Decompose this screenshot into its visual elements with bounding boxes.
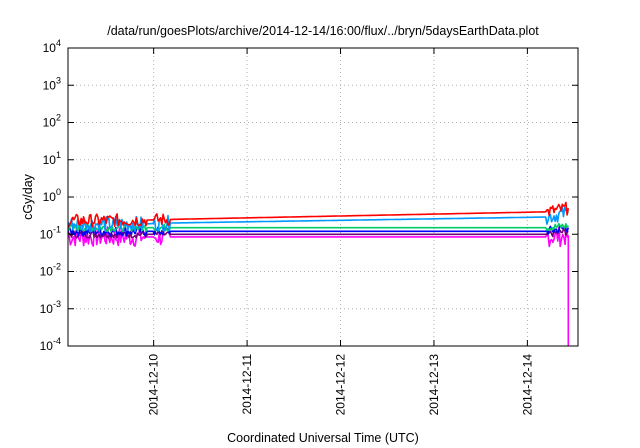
series-line-2 [68, 225, 570, 237]
x-axis: 2014-12-10 2014-12-11 2014-12-12 2014-12-13… [147, 48, 534, 416]
y-tick-label: 104 [43, 38, 61, 55]
x-tick-label: 2014-12-14 [520, 354, 534, 416]
grid [68, 48, 578, 346]
y-tick-label: 101 [43, 150, 61, 167]
y-tick-label: 103 [43, 75, 61, 92]
x-axis-label: Coordinated Universal Time (UTC) [227, 431, 419, 445]
x-tick-label: 2014-12-13 [427, 354, 441, 416]
series-line-0 [68, 225, 570, 346]
series-line-3 [68, 222, 569, 233]
y-axis: 104 103 102 101 100 10-1 10-2 10-3 10-4 [40, 38, 578, 353]
series-line-5 [68, 201, 570, 228]
y-axis-label: cGy/day [21, 173, 35, 220]
y-tick-label: 102 [43, 113, 61, 130]
y-tick-label: 10-1 [40, 224, 61, 241]
series-line-4 [68, 206, 570, 233]
x-tick-label: 2014-12-12 [334, 354, 348, 416]
series-layer [68, 201, 570, 346]
y-tick-label: 100 [43, 187, 61, 204]
y-tick-label: 10-3 [40, 299, 61, 316]
y-tick-label: 10-2 [40, 262, 61, 279]
x-tick-label: 2014-12-10 [147, 354, 161, 416]
x-tick-label: 2014-12-11 [240, 354, 254, 415]
series-line-1 [68, 228, 569, 239]
chart-title: /data/run/goesPlots/archive/2014-12-14/1… [107, 24, 539, 38]
y-tick-label: 10-4 [40, 336, 61, 353]
